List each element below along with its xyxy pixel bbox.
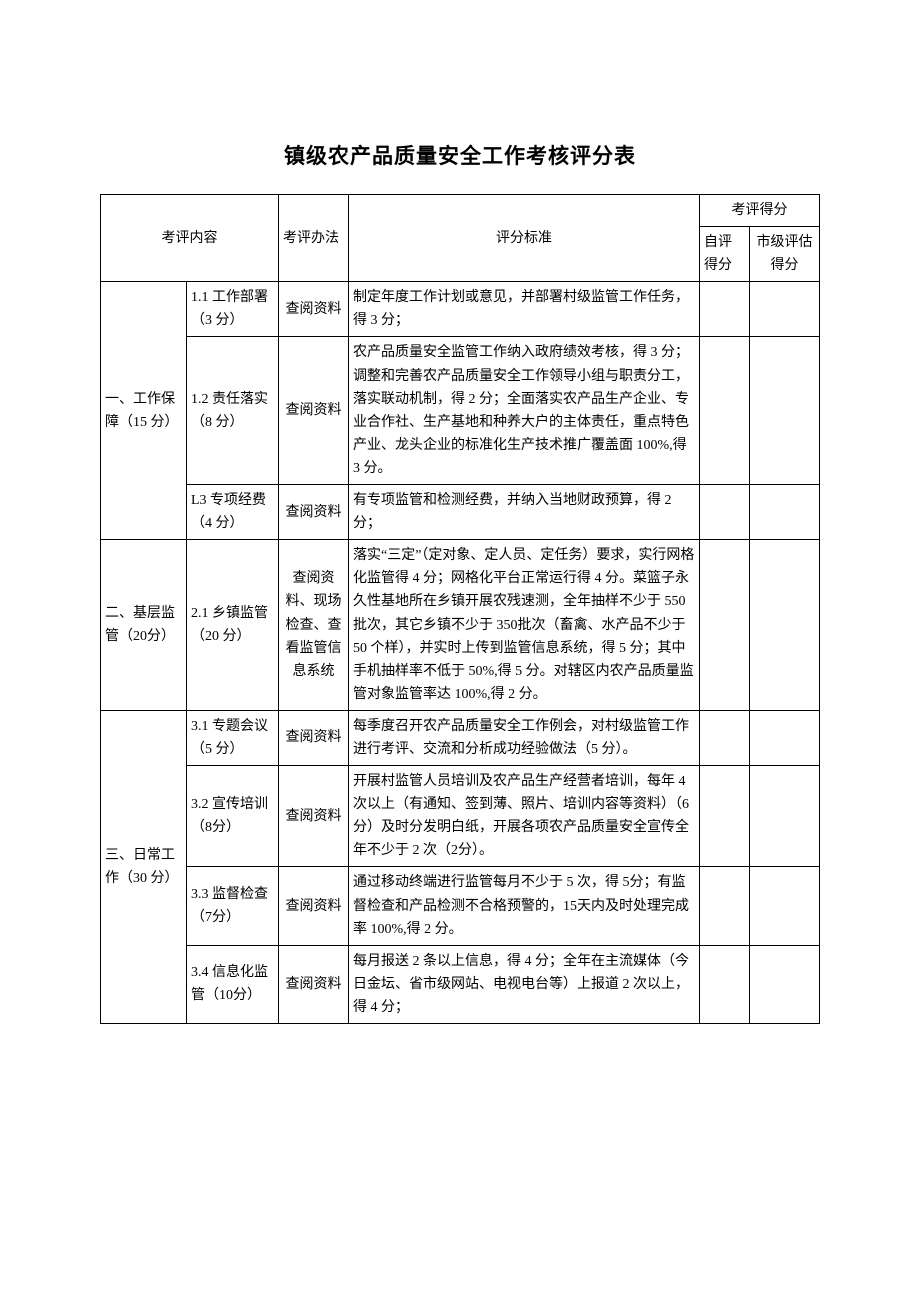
table-row: 1.2 责任落实（8 分） 查阅资料 农产品质量安全监管工作纳入政府绩效考核，得… (101, 337, 820, 485)
table-row: L3 专项经费（4 分） 查阅资料 有专项监管和检测经费，并纳入当地财政预算，得… (101, 485, 820, 540)
category-cell: 三、日常工作（30 分） (101, 710, 187, 1023)
standard-cell: 农产品质量安全监管工作纳入政府绩效考核，得 3 分；调整和完善农产品质量安全工作… (349, 337, 700, 485)
category-cell: 二、基层监管（20分） (101, 540, 187, 711)
item-cell: 3.3 监督检查（7分） (187, 867, 279, 945)
scoring-table: 考评内容 考评办法 评分标准 考评得分 自评得分 市级评估得分 一、工作保障（1… (100, 194, 820, 1024)
standard-cell: 有专项监管和检测经费，并纳入当地财政预算，得 2 分； (349, 485, 700, 540)
header-method: 考评办法 (279, 195, 349, 282)
city-score-cell[interactable] (750, 945, 820, 1023)
table-row: 3.2 宣传培训（8分） 查阅资料 开展村监管人员培训及农产品生产经营者培训，每… (101, 766, 820, 867)
method-cell: 查阅资料 (279, 282, 349, 337)
self-score-cell[interactable] (700, 710, 750, 765)
method-cell: 查阅资料 (279, 710, 349, 765)
table-row: 一、工作保障（15 分） 1.1 工作部署（3 分） 查阅资料 制定年度工作计划… (101, 282, 820, 337)
self-score-cell[interactable] (700, 867, 750, 945)
table-row: 3.4 信息化监管（10分） 查阅资料 每月报送 2 条以上信息，得 4 分；全… (101, 945, 820, 1023)
method-cell: 查阅资料 (279, 485, 349, 540)
standard-cell: 制定年度工作计划或意见，并部署村级监管工作任务，得 3 分； (349, 282, 700, 337)
item-cell: 2.1 乡镇监管（20 分） (187, 540, 279, 711)
city-score-cell[interactable] (750, 282, 820, 337)
table-row: 3.3 监督检查（7分） 查阅资料 通过移动终端进行监管每月不少于 5 次，得 … (101, 867, 820, 945)
city-score-cell[interactable] (750, 485, 820, 540)
self-score-cell[interactable] (700, 945, 750, 1023)
header-content: 考评内容 (101, 195, 279, 282)
method-cell: 查阅资料 (279, 337, 349, 485)
item-cell: 1.2 责任落实（8 分） (187, 337, 279, 485)
self-score-cell[interactable] (700, 337, 750, 485)
header-row-1: 考评内容 考评办法 评分标准 考评得分 (101, 195, 820, 227)
self-score-cell[interactable] (700, 485, 750, 540)
category-cell: 一、工作保障（15 分） (101, 282, 187, 540)
city-score-cell[interactable] (750, 766, 820, 867)
city-score-cell[interactable] (750, 337, 820, 485)
self-score-cell[interactable] (700, 540, 750, 711)
standard-cell: 通过移动终端进行监管每月不少于 5 次，得 5分；有监督检查和产品检测不合格预警… (349, 867, 700, 945)
method-cell: 查阅资料 (279, 945, 349, 1023)
item-cell: 3.4 信息化监管（10分） (187, 945, 279, 1023)
self-score-cell[interactable] (700, 282, 750, 337)
header-standard: 评分标准 (349, 195, 700, 282)
item-cell: 1.1 工作部署（3 分） (187, 282, 279, 337)
item-cell: 3.2 宣传培训（8分） (187, 766, 279, 867)
header-score-group: 考评得分 (700, 195, 820, 227)
item-cell: L3 专项经费（4 分） (187, 485, 279, 540)
method-cell: 查阅资料、现场检查、查看监管信息系统 (279, 540, 349, 711)
standard-cell: 每月报送 2 条以上信息，得 4 分；全年在主流媒体（今日金坛、省市级网站、电视… (349, 945, 700, 1023)
city-score-cell[interactable] (750, 710, 820, 765)
header-self-score: 自评得分 (700, 227, 750, 282)
standard-cell: 每季度召开农产品质量安全工作例会，对村级监管工作进行考评、交流和分析成功经验做法… (349, 710, 700, 765)
header-city-score: 市级评估得分 (750, 227, 820, 282)
item-cell: 3.1 专题会议（5 分） (187, 710, 279, 765)
self-score-cell[interactable] (700, 766, 750, 867)
method-cell: 查阅资料 (279, 766, 349, 867)
method-cell: 查阅资料 (279, 867, 349, 945)
table-row: 二、基层监管（20分） 2.1 乡镇监管（20 分） 查阅资料、现场检查、查看监… (101, 540, 820, 711)
city-score-cell[interactable] (750, 867, 820, 945)
page-title: 镇级农产品质量安全工作考核评分表 (100, 140, 820, 170)
city-score-cell[interactable] (750, 540, 820, 711)
standard-cell: 开展村监管人员培训及农产品生产经营者培训，每年 4 次以上（有通知、签到薄、照片… (349, 766, 700, 867)
standard-cell: 落实“三定”（定对象、定人员、定任务）要求，实行网格化监管得 4 分；网格化平台… (349, 540, 700, 711)
table-row: 三、日常工作（30 分） 3.1 专题会议（5 分） 查阅资料 每季度召开农产品… (101, 710, 820, 765)
